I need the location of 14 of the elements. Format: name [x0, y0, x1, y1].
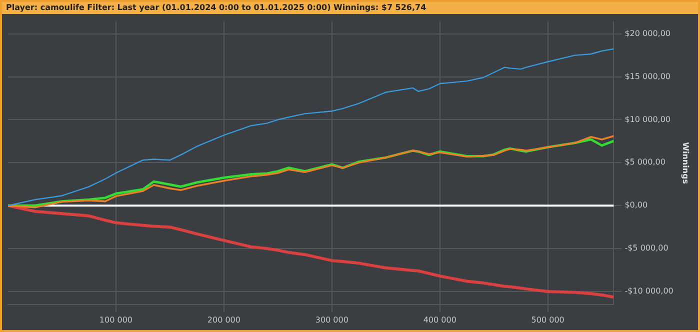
y-tick-label: $10 000,00: [624, 114, 671, 124]
y-axis-title: Winnings: [681, 142, 690, 184]
y-tick-label: -$10 000,00: [624, 286, 674, 296]
x-tick-label: 300 000: [315, 315, 348, 324]
y-tick-label: $20 000,00: [624, 28, 671, 38]
x-tick-label: 500 000: [531, 315, 564, 324]
y-tick-label: -$5 000,00: [624, 244, 668, 253]
y-tick-label: $0,00: [624, 200, 648, 210]
y-tick-label: $15 000,00: [624, 72, 671, 81]
y-tick-label: $5 000,00: [624, 158, 666, 167]
x-tick-label: 200 000: [207, 315, 240, 324]
x-tick-label: 400 000: [423, 315, 456, 324]
x-tick-label: 100 000: [99, 315, 133, 324]
chart-title: Player: camoulife Filter: Last year (01.01.2024 0:00 to 01.01.2025 0:00) Winnings: $7 526,74: [2, 2, 698, 14]
